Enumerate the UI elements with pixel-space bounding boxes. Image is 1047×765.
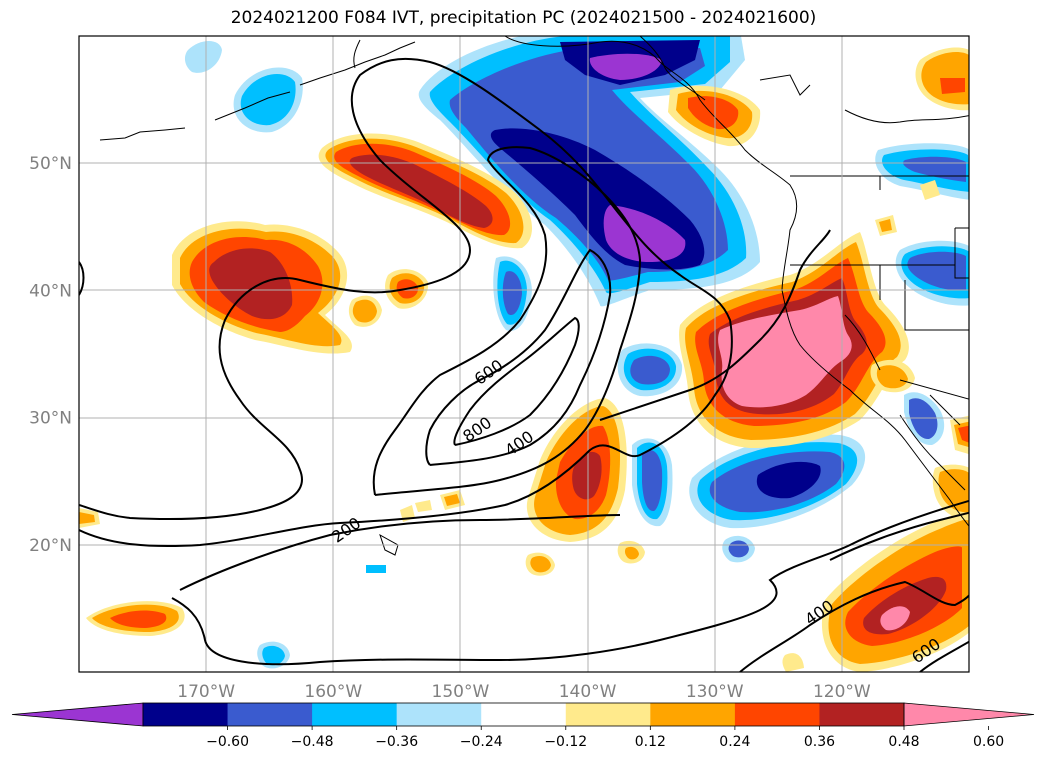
grid-lines	[79, 36, 969, 672]
ivt-contour-200-east	[829, 511, 969, 561]
positive-anomaly-california	[679, 180, 969, 455]
lon-tick-label: 120°W	[813, 682, 871, 702]
lon-tick-label: 130°W	[686, 682, 744, 702]
lon-tick-label: 140°W	[559, 682, 617, 702]
negative-anomaly-small	[184, 41, 969, 669]
colorbar-tick-label: −0.36	[375, 734, 418, 750]
colorbar-tick-label: −0.12	[544, 734, 587, 750]
colorbar-segment	[734, 703, 820, 726]
ivt-contour-200-west	[79, 261, 85, 296]
colorbar-tick-label: −0.48	[291, 734, 334, 750]
positive-anomaly-central-pacific	[79, 398, 804, 672]
colorbar-segment	[143, 703, 229, 726]
colorbar-tick-label: 0.48	[888, 734, 919, 750]
lon-tick-label: 150°W	[432, 682, 490, 702]
map-title: 2024021200 F084 IVT, precipitation PC (2…	[230, 8, 817, 28]
positive-anomaly-southeast	[821, 464, 969, 672]
lat-tick-label: 40°N	[29, 281, 72, 301]
colorbar-frame	[142, 702, 905, 727]
ivt-contour-200-loop	[171, 499, 969, 666]
ivt-contour-200-south	[179, 514, 621, 591]
ivt-contour-600-south	[919, 640, 969, 672]
colorbar-extend-low	[11, 702, 144, 727]
colorbar-segment	[396, 703, 482, 726]
colorbar-tick-label: −0.60	[206, 734, 249, 750]
ivt-contour-400-east	[599, 229, 831, 421]
lat-tick-label: 20°N	[29, 536, 72, 556]
colorbar-segment	[481, 703, 567, 726]
lon-tick-label: 170°W	[177, 682, 235, 702]
latitude-labels: 50°N 40°N 30°N 20°N	[29, 154, 72, 556]
colorbar: −0.60 −0.48 −0.36 −0.24 −0.12 0.12 0.24 0.36 0.4…	[11, 702, 1035, 750]
colorbar-segment	[650, 703, 736, 726]
lon-tick-label: 160°W	[304, 682, 362, 702]
colorbar-tick-label: 0.24	[719, 734, 750, 750]
positive-anomaly-north	[668, 47, 969, 147]
map-frame	[78, 35, 970, 673]
ivt-contour-800	[453, 316, 580, 446]
colorbar-segment	[565, 703, 651, 726]
colorbar-tick-label: 0.12	[635, 734, 666, 750]
lat-tick-label: 30°N	[29, 409, 72, 429]
colorbar-tick-label: −0.24	[460, 734, 503, 750]
colorbar-tick-label: 0.36	[804, 734, 835, 750]
ivt-contour-400-south	[739, 580, 969, 672]
colorbar-segment	[312, 703, 398, 726]
ivt-contour-200	[79, 57, 733, 548]
colorbar-segment	[819, 703, 905, 726]
longitude-labels: 170°W 160°W 150°W 140°W 130°W 120°W	[177, 682, 871, 702]
coastlines	[99, 36, 969, 556]
lat-tick-label: 50°N	[29, 154, 72, 174]
colorbar-extend-high	[903, 702, 1035, 727]
ivt-contour-400	[372, 146, 642, 496]
colorbar-tick-label: 0.60	[973, 734, 1004, 750]
ivt-contour-600	[425, 248, 612, 466]
colorbar-segment	[227, 703, 313, 726]
ivt-contours	[79, 57, 969, 672]
